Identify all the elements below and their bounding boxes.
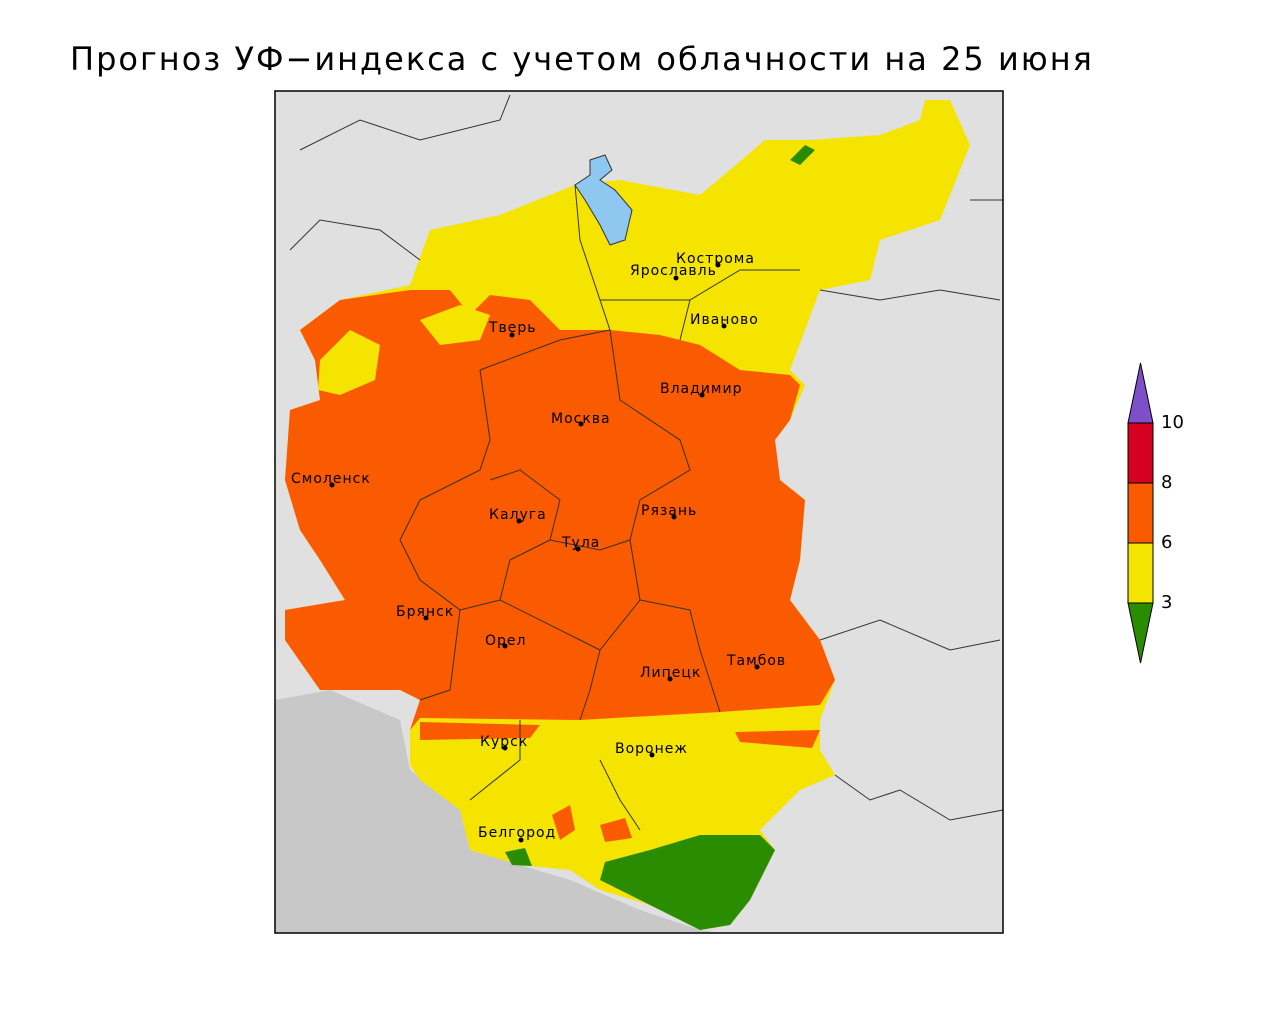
city-label: Брянск	[396, 604, 454, 620]
city-dot	[516, 518, 522, 524]
city-dot	[329, 482, 335, 488]
legend-tick-label: 10	[1161, 412, 1184, 433]
city-dot	[423, 615, 429, 621]
city-dot	[754, 664, 760, 670]
city-dot	[699, 392, 705, 398]
city-label: Кострома	[676, 251, 755, 267]
city-dot	[649, 752, 655, 758]
city-dot	[671, 514, 677, 520]
uv-zone-green	[600, 835, 775, 930]
city-dots	[329, 262, 760, 843]
map: Кострома Ярославль Иваново Тверь Владими…	[274, 90, 1004, 934]
uv-zone-orange-patch	[420, 722, 540, 740]
city-dot	[578, 421, 584, 427]
city-dot	[518, 837, 524, 843]
city-dot	[721, 323, 727, 329]
legend-swatch	[1127, 542, 1154, 604]
foreign-area	[275, 690, 720, 933]
uv-zone-yellow-patch	[318, 330, 380, 395]
legend-swatch	[1127, 422, 1154, 484]
city-label: Тула	[561, 535, 600, 551]
uv-zone-orange-patch	[552, 805, 575, 840]
city-labels: Кострома Ярославль Иваново Тверь Владими…	[291, 251, 786, 841]
uv-zone-orange-patch	[735, 730, 820, 748]
city-label: Орел	[485, 633, 526, 649]
city-label: Белгород	[478, 825, 556, 841]
city-label: Ярославль	[630, 263, 717, 279]
city-dot	[509, 332, 515, 338]
uv-zone-orange-patch	[600, 818, 632, 842]
legend: 3 6 8 10	[1127, 362, 1184, 664]
city-label: Смоленск	[291, 471, 371, 487]
title: Прогноз УФ−индекса с учетом облачности н…	[70, 40, 1094, 78]
legend-tick-label: 6	[1161, 532, 1172, 553]
city-label: Липецк	[640, 665, 701, 681]
city-label: Москва	[551, 411, 611, 427]
city-label: Владимир	[660, 381, 742, 397]
uv-zone-yellow-patch	[720, 712, 820, 728]
city-label: Калуга	[489, 507, 547, 523]
uv-zone-green	[790, 145, 815, 165]
city-dot	[673, 275, 679, 281]
legend-swatch	[1127, 482, 1154, 544]
uv-zone-green	[505, 848, 532, 866]
city-dot	[502, 745, 508, 751]
legend-tick-label: 8	[1161, 472, 1172, 493]
uv-zone-yellow-patch	[420, 305, 490, 345]
legend-swatch	[1127, 602, 1154, 664]
city-label: Тверь	[488, 320, 537, 336]
city-dot	[575, 546, 581, 552]
legend-tick-label: 3	[1161, 592, 1172, 613]
city-label: Курск	[480, 734, 528, 750]
city-label: Иваново	[690, 312, 759, 328]
city-label: Воронеж	[615, 741, 688, 757]
map-frame	[274, 90, 1004, 934]
legend-swatch	[1127, 362, 1154, 424]
city-label: Рязань	[641, 503, 697, 519]
city-dot	[667, 676, 673, 682]
uv-zone-orange	[285, 290, 835, 730]
city-label: Тамбов	[726, 653, 786, 669]
city-dot	[502, 643, 508, 649]
region-borders	[289, 94, 1004, 831]
city-dot	[715, 262, 721, 268]
